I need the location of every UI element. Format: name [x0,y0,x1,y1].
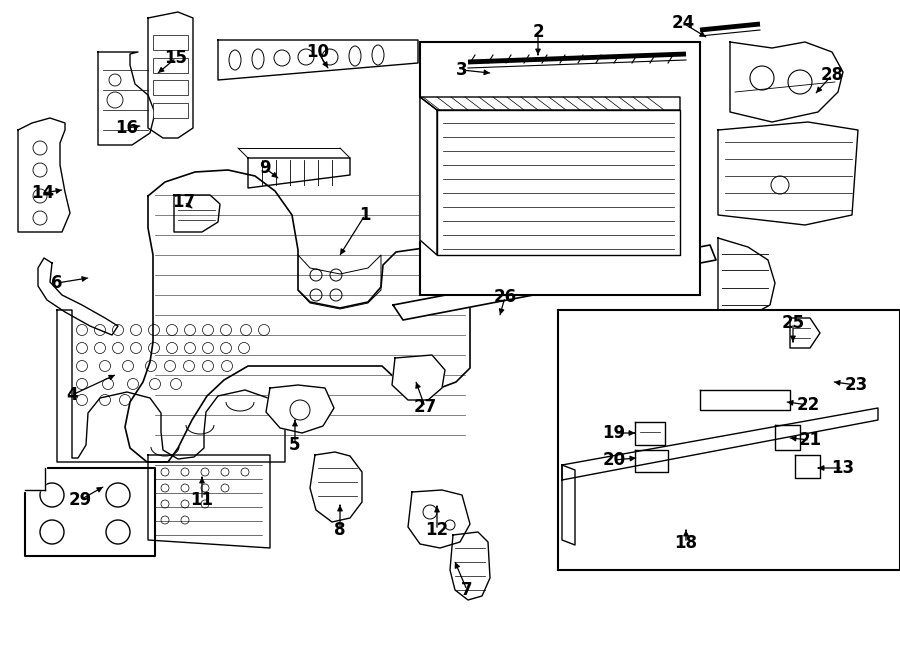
Text: 10: 10 [307,43,329,61]
Polygon shape [393,245,716,320]
Polygon shape [790,318,820,348]
Polygon shape [25,468,155,556]
Polygon shape [562,408,878,480]
Text: 6: 6 [51,274,63,292]
Polygon shape [98,52,155,145]
Text: 28: 28 [821,66,843,84]
Bar [558,310,900,570]
Text: 15: 15 [165,49,187,67]
Polygon shape [18,118,70,232]
Polygon shape [795,455,820,478]
Text: 18: 18 [674,534,698,552]
Polygon shape [57,310,285,462]
Polygon shape [437,110,680,255]
Text: 13: 13 [832,459,855,477]
Polygon shape [420,97,437,255]
Text: 21: 21 [798,431,822,449]
Text: 2: 2 [532,23,544,41]
Polygon shape [700,390,790,410]
Text: 19: 19 [602,424,626,442]
Text: 3: 3 [456,61,468,79]
Polygon shape [125,170,470,462]
Text: 12: 12 [426,521,448,539]
Polygon shape [718,238,775,317]
Bar [153,80,188,95]
Polygon shape [25,468,45,490]
Polygon shape [408,490,470,548]
Polygon shape [38,258,118,335]
Bar [153,35,188,50]
Text: 27: 27 [413,398,436,416]
Text: 17: 17 [173,193,195,211]
Text: 16: 16 [115,119,139,137]
Bar [153,58,188,73]
Polygon shape [148,12,193,138]
Text: 8: 8 [334,521,346,539]
Polygon shape [450,532,490,600]
Text: 5: 5 [289,436,301,454]
Text: 1: 1 [359,206,371,224]
Polygon shape [218,40,418,80]
Bar [153,103,188,118]
Polygon shape [635,422,665,445]
Text: 9: 9 [259,159,271,177]
Text: 7: 7 [461,581,472,599]
Text: 14: 14 [32,184,55,202]
Text: 26: 26 [493,288,517,306]
Polygon shape [562,465,575,545]
Text: 11: 11 [191,491,213,509]
Polygon shape [635,450,668,472]
Polygon shape [730,42,843,122]
Polygon shape [310,452,362,522]
Text: 20: 20 [602,451,626,469]
Text: 24: 24 [671,14,695,32]
Bar [420,42,700,295]
Text: 29: 29 [68,491,92,509]
Polygon shape [392,355,445,400]
Polygon shape [718,122,858,225]
Text: 4: 4 [67,386,77,404]
Polygon shape [266,385,334,433]
Text: 25: 25 [781,314,805,332]
Polygon shape [775,425,800,450]
Text: 22: 22 [796,396,820,414]
Polygon shape [148,455,270,548]
Polygon shape [174,195,220,232]
Polygon shape [248,158,350,188]
Text: 23: 23 [844,376,868,394]
